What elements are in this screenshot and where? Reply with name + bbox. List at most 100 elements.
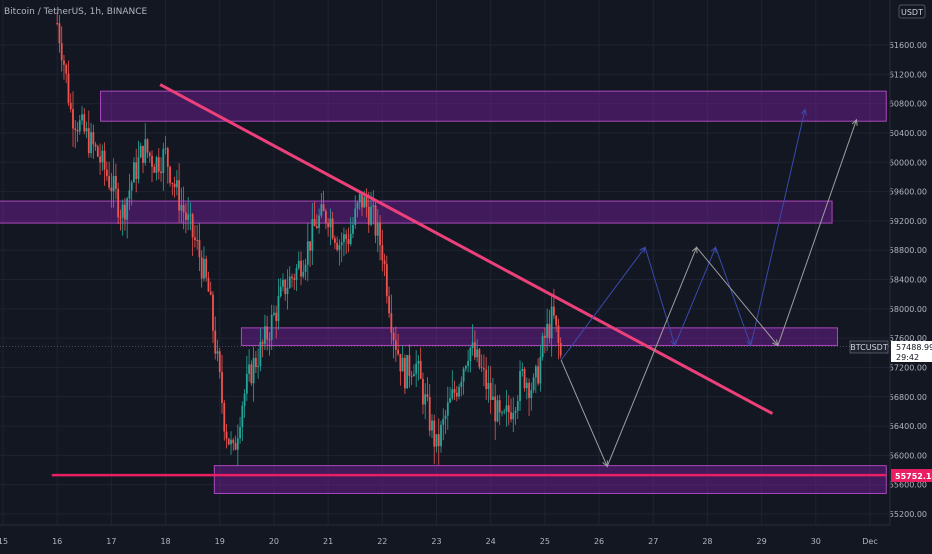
candle-body xyxy=(105,169,108,176)
candle-body xyxy=(345,234,348,240)
candle-body xyxy=(160,171,162,174)
y-tick-label: 57600.00 xyxy=(889,334,927,343)
candle-body xyxy=(121,204,124,218)
candle-body xyxy=(268,339,271,341)
candle-body xyxy=(374,205,377,236)
candle-body xyxy=(340,242,343,246)
projection-path-blue-arrowhead xyxy=(746,339,752,347)
candle-body xyxy=(241,405,244,428)
candle-body xyxy=(212,294,214,331)
candle-body xyxy=(532,377,535,391)
y-tick-label: 60800.00 xyxy=(889,100,927,109)
candle-body xyxy=(519,370,521,402)
candle-body xyxy=(385,264,388,297)
candle-body xyxy=(297,260,300,269)
candle-body xyxy=(182,205,185,213)
candle-body xyxy=(354,208,357,225)
candle-body xyxy=(194,237,196,240)
candle-body xyxy=(428,396,431,431)
candle-body xyxy=(435,434,438,447)
candle-body xyxy=(528,382,530,398)
candle-body xyxy=(270,314,273,340)
candle-body xyxy=(218,351,221,372)
candle-body xyxy=(464,366,467,369)
candle-body xyxy=(413,373,415,377)
y-tick-label: 56800.00 xyxy=(889,393,927,402)
candle-body xyxy=(286,287,289,295)
candle-body xyxy=(184,212,187,220)
candle-body xyxy=(514,410,517,413)
candle-body xyxy=(313,219,316,227)
candle-body xyxy=(196,239,199,241)
candle-body xyxy=(347,239,350,244)
candle-body xyxy=(503,411,506,413)
candle-body xyxy=(557,325,560,343)
candle-body xyxy=(203,258,205,279)
candle-body xyxy=(343,234,345,243)
candle-body xyxy=(282,279,284,287)
candle-body xyxy=(415,363,418,374)
candle-body xyxy=(315,226,318,228)
candle-body xyxy=(431,420,433,431)
y-tick-label: 57200.00 xyxy=(889,363,927,372)
currency-badge[interactable]: USDT xyxy=(898,4,926,19)
candle-body xyxy=(230,439,232,445)
x-tick-label: 16 xyxy=(52,537,62,546)
symbol-tag-bg xyxy=(849,340,889,354)
zones xyxy=(0,90,887,494)
x-tick-label: 26 xyxy=(594,537,604,546)
candle-body xyxy=(85,128,88,132)
candle-body xyxy=(541,335,544,358)
candle-body xyxy=(424,394,427,405)
candle-body xyxy=(76,129,79,132)
candle-body xyxy=(60,43,63,61)
candle-body xyxy=(365,196,368,207)
candle-body xyxy=(103,150,106,170)
candle-body xyxy=(487,382,490,390)
y-tick-label: 58800.00 xyxy=(889,246,927,255)
candle-body xyxy=(198,240,201,258)
candle-body xyxy=(146,139,149,153)
x-tick-label: 23 xyxy=(431,537,441,546)
candle-body xyxy=(537,366,540,384)
x-tick-label: Dec xyxy=(862,537,877,546)
candle-body xyxy=(367,206,370,225)
candle-body xyxy=(173,183,176,188)
candle-body xyxy=(205,258,208,278)
candle-body xyxy=(187,214,190,220)
resistance-zone-mid xyxy=(0,200,833,224)
candle-body xyxy=(248,364,251,374)
candle-body xyxy=(356,202,359,209)
symbol-title[interactable]: Bitcoin / TetherUS, 1h, BINANCE xyxy=(4,7,148,17)
candle-body xyxy=(221,371,223,403)
current-price-value: 57488.99 xyxy=(896,343,932,352)
projection-path-blue-arrowhead xyxy=(710,246,717,254)
candle-body xyxy=(200,257,203,279)
current-symbol-tag: BTCUSDT xyxy=(850,343,888,352)
candle-body xyxy=(358,194,361,203)
candle-body xyxy=(478,349,481,368)
y-tick-label: 55600.00 xyxy=(889,481,927,490)
candle-body xyxy=(304,264,307,272)
x-tick-label: 20 xyxy=(269,537,279,546)
candle-body xyxy=(69,102,72,110)
candle-body xyxy=(422,378,424,405)
candle-body xyxy=(525,382,528,389)
projection-path-gray-arrowhead xyxy=(602,460,608,468)
candle-body xyxy=(383,260,386,265)
candle-body xyxy=(320,204,323,216)
candle-body xyxy=(148,152,151,156)
candle-body xyxy=(232,439,235,444)
candle-body xyxy=(309,241,311,251)
candle-body xyxy=(133,162,135,183)
candle-body xyxy=(180,205,183,211)
candle-body xyxy=(124,204,126,220)
candle-body xyxy=(128,190,131,199)
candle-body xyxy=(216,351,219,354)
candle-body xyxy=(458,386,460,397)
candle-body xyxy=(388,296,390,314)
projection-path-blue-arrowhead xyxy=(639,246,646,254)
candle-body xyxy=(279,286,282,297)
